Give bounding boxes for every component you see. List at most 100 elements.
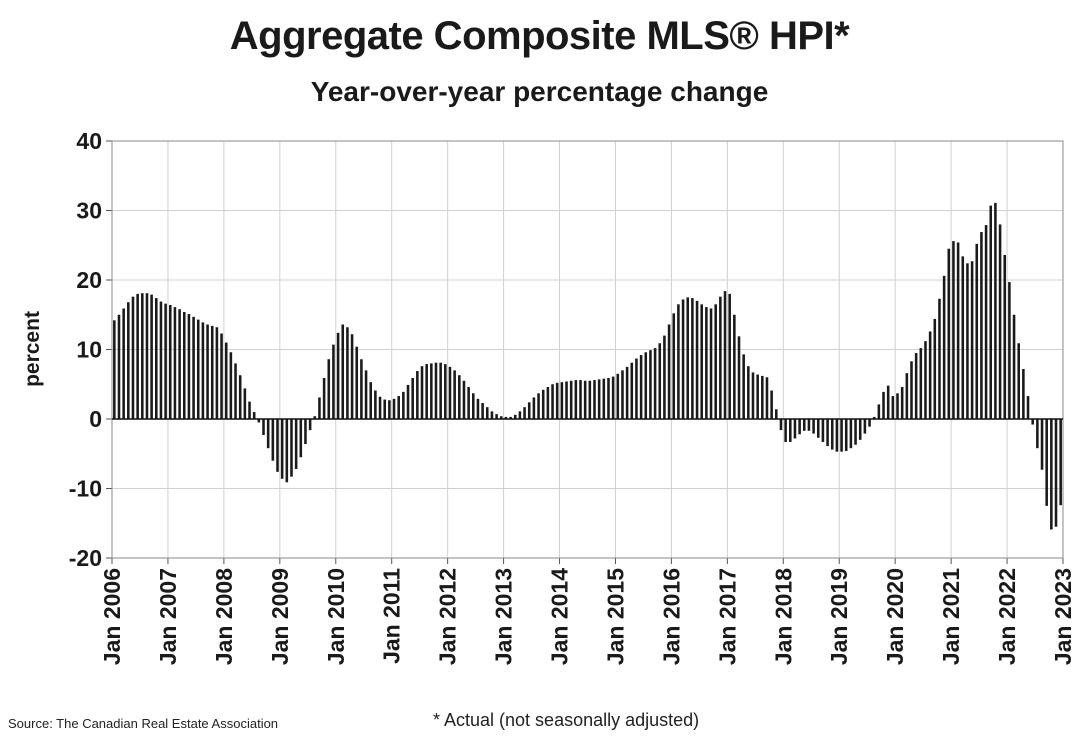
bar bbox=[168, 305, 172, 419]
bar bbox=[509, 416, 512, 419]
bar bbox=[597, 379, 601, 419]
bar bbox=[266, 419, 270, 449]
bar bbox=[639, 355, 643, 419]
bar bbox=[1022, 368, 1025, 419]
bar bbox=[840, 419, 843, 452]
bar bbox=[252, 412, 256, 419]
bar bbox=[658, 343, 662, 419]
bar bbox=[378, 396, 382, 419]
bar bbox=[1008, 282, 1011, 419]
bar bbox=[667, 324, 671, 419]
bar bbox=[970, 261, 974, 419]
bar bbox=[383, 399, 386, 419]
y-axis-ticks: 40 30 20 10 0 -10 -20 bbox=[69, 128, 102, 571]
bar bbox=[938, 298, 941, 419]
bar bbox=[994, 202, 997, 419]
bar bbox=[877, 404, 881, 419]
y-axis-label: percent bbox=[21, 311, 44, 387]
bar bbox=[1017, 343, 1020, 419]
bar bbox=[495, 414, 498, 419]
bar bbox=[541, 389, 545, 419]
bar bbox=[192, 316, 195, 419]
bar bbox=[141, 293, 144, 419]
bar bbox=[896, 393, 899, 419]
bar bbox=[980, 232, 983, 419]
bar bbox=[462, 380, 466, 419]
footnote: * Actual (not seasonally adjusted) bbox=[433, 710, 700, 730]
bar bbox=[653, 348, 657, 419]
bar bbox=[751, 372, 755, 419]
bar bbox=[681, 299, 685, 419]
bar bbox=[206, 324, 209, 419]
bar bbox=[854, 419, 857, 445]
bar bbox=[444, 364, 447, 419]
bar bbox=[616, 373, 620, 419]
bar bbox=[812, 419, 815, 434]
bar bbox=[411, 377, 414, 419]
bar bbox=[700, 304, 703, 419]
bar bbox=[765, 377, 769, 419]
bar bbox=[1026, 396, 1030, 419]
bar bbox=[439, 362, 442, 419]
bar bbox=[388, 400, 391, 419]
y-tick-label: 30 bbox=[76, 198, 102, 224]
bar bbox=[350, 334, 354, 419]
bar bbox=[555, 382, 559, 419]
bar bbox=[858, 419, 862, 440]
bar bbox=[262, 419, 265, 435]
bar bbox=[891, 396, 895, 419]
bar bbox=[304, 419, 307, 445]
bar bbox=[611, 376, 615, 419]
bar bbox=[280, 419, 284, 479]
bar bbox=[737, 336, 741, 419]
x-tick-label: Jan 2010 bbox=[323, 568, 349, 665]
bar bbox=[793, 419, 797, 439]
source-note: Source: The Canadian Real Estate Associa… bbox=[8, 716, 279, 731]
bar bbox=[523, 407, 526, 419]
x-tick-label: Jan 2023 bbox=[1050, 568, 1076, 665]
x-tick-label: Jan 2012 bbox=[435, 568, 461, 665]
y-tick-label: -20 bbox=[69, 545, 102, 571]
bar bbox=[397, 396, 400, 419]
bar bbox=[625, 366, 629, 419]
x-tick-label: Jan 2016 bbox=[658, 568, 684, 665]
bar bbox=[677, 304, 680, 419]
bar bbox=[374, 390, 377, 419]
bar bbox=[490, 411, 494, 419]
bar bbox=[695, 300, 699, 419]
bar bbox=[1031, 419, 1034, 425]
plot-frame bbox=[111, 140, 1064, 559]
bar-series bbox=[113, 202, 1062, 530]
bar bbox=[173, 307, 177, 419]
bar bbox=[355, 346, 359, 419]
bar bbox=[332, 344, 335, 419]
bar bbox=[518, 411, 522, 419]
bar bbox=[807, 419, 811, 431]
bar bbox=[476, 398, 480, 419]
bar bbox=[775, 409, 778, 419]
x-tick-label: Jan 2006 bbox=[99, 568, 125, 665]
bar bbox=[155, 298, 158, 419]
bar bbox=[127, 302, 130, 419]
bar bbox=[546, 387, 550, 419]
x-tick-label: Jan 2022 bbox=[994, 568, 1020, 665]
bar bbox=[588, 380, 592, 419]
bar bbox=[975, 243, 979, 419]
bar bbox=[910, 361, 913, 419]
bar bbox=[830, 419, 834, 450]
bar bbox=[621, 370, 624, 419]
x-tick-label: Jan 2014 bbox=[547, 568, 573, 665]
bar bbox=[513, 414, 517, 419]
bar bbox=[644, 352, 648, 419]
bar bbox=[458, 375, 461, 419]
bar bbox=[532, 397, 536, 419]
x-tick-label: Jan 2011 bbox=[379, 568, 405, 664]
bar bbox=[201, 322, 205, 419]
bar bbox=[607, 377, 610, 419]
bar bbox=[942, 275, 946, 419]
bar bbox=[364, 370, 368, 419]
y-tick-label: 10 bbox=[76, 337, 102, 363]
bar bbox=[947, 248, 951, 419]
bar bbox=[248, 401, 251, 419]
x-tick-label: Jan 2020 bbox=[882, 568, 908, 665]
